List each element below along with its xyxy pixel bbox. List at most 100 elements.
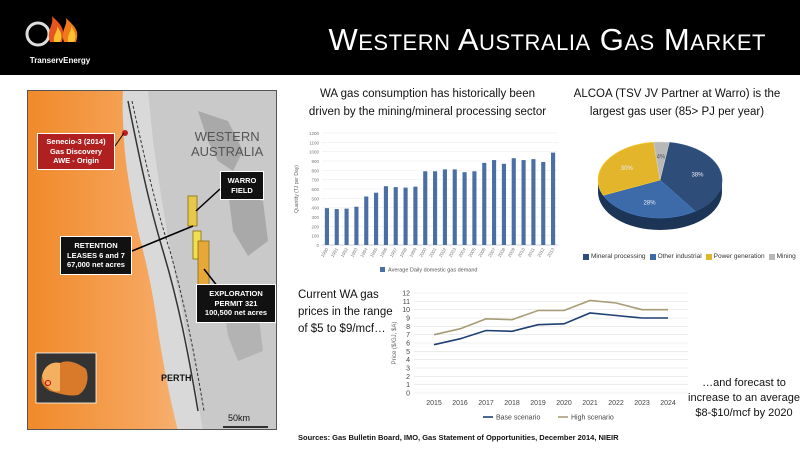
x-tick-label: 2007: [487, 247, 497, 259]
retention-line1: RETENTION: [74, 241, 118, 250]
pie-legend-label: Other industrial: [657, 253, 702, 260]
bar: [482, 162, 487, 245]
y-tick-label: 300: [311, 215, 319, 220]
warro-line1: WARRO: [227, 176, 257, 185]
bar: [383, 186, 388, 245]
forecast-text: …and forecast to increase to an average …: [688, 377, 800, 419]
x-tick-label: 2000: [418, 247, 428, 259]
x-tick-label: 2016: [452, 400, 468, 407]
bar: [541, 161, 546, 245]
exploration-line3: 100,500 net acres: [204, 308, 268, 317]
pie-slice-label: 38%: [691, 173, 704, 179]
x-tick-label: 2005: [467, 247, 477, 259]
y-tick-label: 800: [311, 168, 319, 173]
bar: [501, 163, 506, 245]
y-tick-label: 2: [406, 374, 410, 381]
pie-legend-item: Mineral processing: [583, 253, 646, 260]
bar: [364, 196, 369, 245]
senecio-line2: Gas Discovery: [49, 146, 103, 156]
sources-footnote: Sources: Gas Bulletin Board, IMO, Gas St…: [298, 433, 619, 442]
y-tick-label: 0: [316, 243, 319, 248]
x-tick-label: 2003: [448, 247, 458, 259]
gas-use-pie-chart: 38% 28% 30% 4%: [597, 141, 723, 230]
bar: [433, 171, 438, 245]
consumption-bar-chart: 0 100 200 300 400 500 600 700 800 900 1000 1100 1200…: [294, 131, 558, 274]
x-tick-label: 2012: [536, 247, 546, 259]
y-tick-label: 1000: [309, 150, 320, 155]
pie-legend-item: Mining: [768, 253, 796, 260]
senecio-callout: Senecio-3 (2014) Gas Discovery AWE - Ori…: [37, 133, 115, 170]
senecio-line3: AWE - Origin: [53, 156, 99, 165]
pie-slice: [653, 141, 670, 181]
price-range-text: Current WA gas prices in the range of $5…: [298, 289, 393, 335]
y-tick-label: 9: [406, 316, 410, 323]
bar: [472, 171, 477, 245]
exploration-line2: PERMIT 321: [214, 298, 258, 308]
bar: [334, 209, 339, 245]
y-tick-label: 900: [311, 159, 319, 164]
pie-slice: [659, 142, 723, 212]
pie-legend-swatch: [649, 253, 656, 260]
pie-title: ALCOA (TSV JV Partner at Warro) is the l…: [572, 85, 782, 121]
legend-swatch: [380, 267, 385, 272]
pie-title-line1: ALCOA (TSV JV Partner at Warro) is the: [573, 88, 781, 100]
y-axis-label: Price ($/GJ, $A): [392, 322, 398, 365]
x-tick-label: 2023: [634, 400, 650, 407]
x-tick-label: 2022: [608, 400, 624, 407]
y-tick-label: 6: [406, 341, 410, 348]
pie-legend-swatch: [583, 253, 589, 260]
pie-legend-label: Power generation: [713, 253, 765, 260]
legend-label: Base scenario: [496, 415, 540, 422]
x-tick-label: 2010: [517, 247, 527, 259]
x-tick-label: 1996: [379, 247, 389, 259]
pie-legend: Mineral processing Other industrial Power …: [583, 253, 798, 260]
series-line: [433, 299, 668, 336]
warro-line2: FIELD: [231, 185, 253, 195]
pie-legend-item: Other industrial: [649, 253, 702, 260]
x-tick-label: 2009: [507, 247, 517, 259]
x-tick-label: 2024: [660, 400, 676, 407]
pie-slice: [597, 141, 661, 196]
x-tick-label: 2017: [478, 400, 494, 407]
x-tick-label: 2021: [582, 400, 598, 407]
x-tick-label: 1995: [369, 247, 379, 259]
perth-label: PERTH: [161, 373, 192, 383]
bar: [374, 192, 379, 245]
pie-legend-item: Power generation: [705, 253, 765, 260]
bar: [452, 169, 457, 245]
y-tick-label: 1100: [309, 140, 319, 145]
x-tick-label: 1993: [349, 247, 359, 259]
bar: [344, 208, 349, 245]
y-tick-label: 5: [406, 349, 410, 356]
y-tick-label: 8: [406, 324, 410, 331]
pie-legend-label: Mining: [776, 253, 796, 260]
retention-line3: 67,000 net acres: [67, 260, 125, 269]
x-tick-label: 1997: [389, 247, 399, 259]
y-tick-label: 200: [311, 224, 319, 229]
consumption-title-line2: driven by the mining/mineral processing …: [308, 106, 547, 118]
bar: [462, 172, 467, 245]
bar: [413, 186, 418, 245]
bar: [423, 171, 428, 245]
retention-callout: RETENTION LEASES 6 and 7 67,000 net acre…: [60, 236, 132, 275]
pie-legend-swatch: [768, 253, 775, 260]
x-tick-label: 2001: [428, 247, 438, 259]
legend-label: Average Daily domestic gas demand: [388, 268, 477, 274]
region-label: WESTERN AUSTRALIA: [191, 129, 263, 159]
x-tick-label: 2020: [556, 400, 572, 407]
region-label-line1: WESTERN: [194, 129, 260, 144]
bar: [492, 160, 497, 245]
x-tick-label: 1991: [330, 247, 340, 259]
x-tick-label: 2015: [426, 400, 442, 407]
y-tick-label: 500: [311, 196, 319, 201]
consumption-title-line1: WA gas consumption has historically been: [320, 88, 535, 100]
x-tick-label: 2006: [477, 247, 487, 259]
retention-line2: LEASES 6 and 7: [67, 250, 125, 260]
bar: [521, 160, 526, 245]
y-tick-label: 10: [402, 307, 410, 314]
page-title: Western Australia Gas Market: [328, 22, 766, 57]
series-line: [433, 312, 668, 346]
header-bar: TranservEnergy Western Australia Gas Mar…: [0, 0, 800, 75]
bar: [324, 208, 329, 245]
